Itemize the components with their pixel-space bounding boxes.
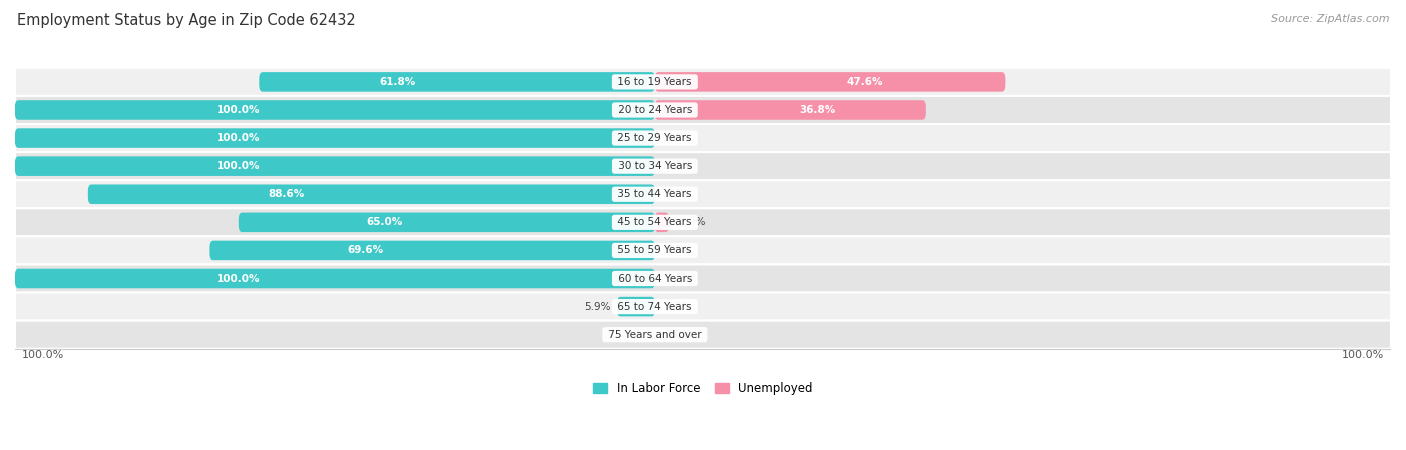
Text: 100.0%: 100.0% bbox=[217, 274, 260, 284]
FancyBboxPatch shape bbox=[87, 184, 655, 204]
FancyBboxPatch shape bbox=[209, 241, 655, 260]
Text: 0.0%: 0.0% bbox=[666, 302, 692, 311]
FancyBboxPatch shape bbox=[15, 180, 1391, 208]
Text: Source: ZipAtlas.com: Source: ZipAtlas.com bbox=[1271, 14, 1389, 23]
FancyBboxPatch shape bbox=[15, 128, 655, 148]
Text: 65.0%: 65.0% bbox=[367, 217, 402, 227]
FancyBboxPatch shape bbox=[239, 212, 655, 232]
Text: 25 to 29 Years: 25 to 29 Years bbox=[614, 133, 695, 143]
Text: 0.0%: 0.0% bbox=[666, 245, 692, 256]
FancyBboxPatch shape bbox=[15, 236, 1391, 265]
Legend: In Labor Force, Unemployed: In Labor Force, Unemployed bbox=[589, 377, 817, 400]
FancyBboxPatch shape bbox=[617, 297, 655, 316]
FancyBboxPatch shape bbox=[15, 152, 1391, 180]
Text: 100.0%: 100.0% bbox=[1341, 350, 1384, 360]
Text: 1.9%: 1.9% bbox=[681, 217, 706, 227]
Text: 60 to 64 Years: 60 to 64 Years bbox=[614, 274, 695, 284]
Text: 100.0%: 100.0% bbox=[217, 133, 260, 143]
FancyBboxPatch shape bbox=[655, 212, 669, 232]
Text: 69.6%: 69.6% bbox=[347, 245, 384, 256]
Text: 0.0%: 0.0% bbox=[666, 274, 692, 284]
Text: 65 to 74 Years: 65 to 74 Years bbox=[614, 302, 695, 311]
Text: 0.0%: 0.0% bbox=[666, 189, 692, 199]
FancyBboxPatch shape bbox=[15, 100, 655, 120]
FancyBboxPatch shape bbox=[15, 265, 1391, 292]
Text: 88.6%: 88.6% bbox=[269, 189, 305, 199]
Text: 55 to 59 Years: 55 to 59 Years bbox=[614, 245, 695, 256]
FancyBboxPatch shape bbox=[15, 208, 1391, 236]
Text: 0.0%: 0.0% bbox=[666, 161, 692, 171]
FancyBboxPatch shape bbox=[655, 72, 1005, 92]
Text: 75 Years and over: 75 Years and over bbox=[605, 330, 704, 340]
Text: 100.0%: 100.0% bbox=[22, 350, 65, 360]
FancyBboxPatch shape bbox=[15, 68, 1391, 96]
Text: 61.8%: 61.8% bbox=[380, 77, 416, 87]
FancyBboxPatch shape bbox=[259, 72, 655, 92]
Text: 36.8%: 36.8% bbox=[799, 105, 835, 115]
Text: Employment Status by Age in Zip Code 62432: Employment Status by Age in Zip Code 624… bbox=[17, 14, 356, 28]
Text: 100.0%: 100.0% bbox=[217, 105, 260, 115]
FancyBboxPatch shape bbox=[655, 100, 927, 120]
Text: 5.9%: 5.9% bbox=[583, 302, 610, 311]
FancyBboxPatch shape bbox=[15, 292, 1391, 321]
FancyBboxPatch shape bbox=[15, 269, 655, 288]
Text: 47.6%: 47.6% bbox=[846, 77, 883, 87]
FancyBboxPatch shape bbox=[15, 321, 1391, 349]
Text: 35 to 44 Years: 35 to 44 Years bbox=[614, 189, 695, 199]
FancyBboxPatch shape bbox=[15, 124, 1391, 152]
Text: 100.0%: 100.0% bbox=[217, 161, 260, 171]
Text: 16 to 19 Years: 16 to 19 Years bbox=[614, 77, 695, 87]
Text: 20 to 24 Years: 20 to 24 Years bbox=[614, 105, 695, 115]
Text: 30 to 34 Years: 30 to 34 Years bbox=[614, 161, 695, 171]
Text: 0.0%: 0.0% bbox=[666, 330, 692, 340]
Text: 0.0%: 0.0% bbox=[666, 133, 692, 143]
FancyBboxPatch shape bbox=[15, 96, 1391, 124]
Text: 45 to 54 Years: 45 to 54 Years bbox=[614, 217, 695, 227]
FancyBboxPatch shape bbox=[15, 157, 655, 176]
